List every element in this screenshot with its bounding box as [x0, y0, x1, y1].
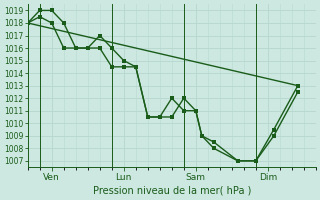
X-axis label: Pression niveau de la mer( hPa ): Pression niveau de la mer( hPa ) — [92, 186, 251, 196]
